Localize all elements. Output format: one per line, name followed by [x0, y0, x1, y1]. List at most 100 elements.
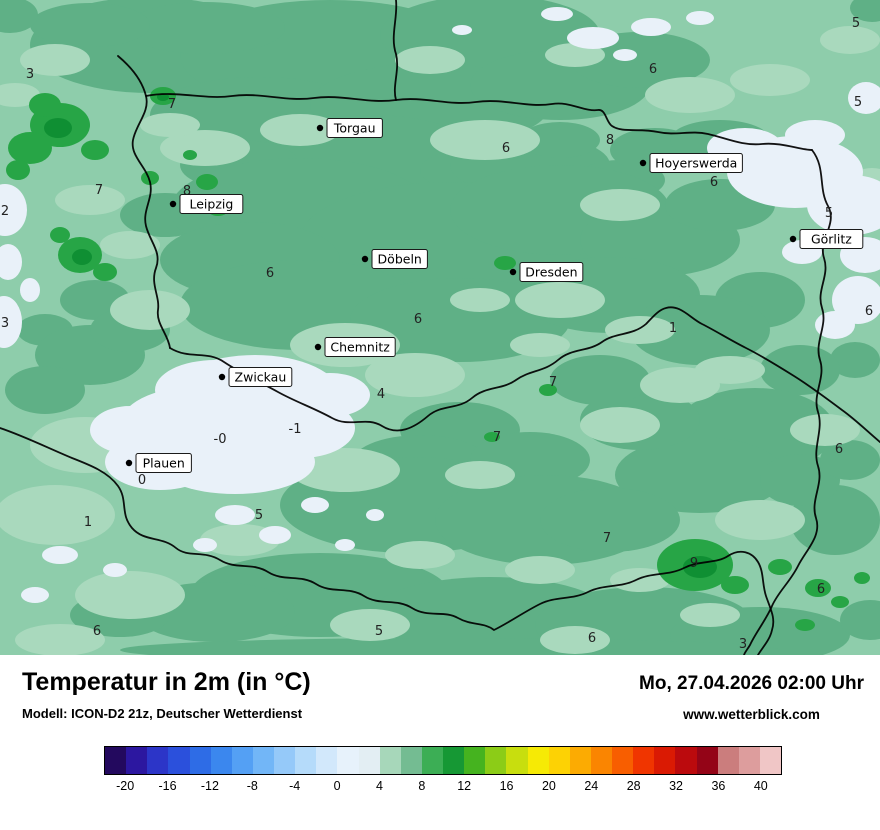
temp-value: 7 [603, 531, 611, 546]
temp-value: 5 [825, 206, 833, 221]
temp-value: 6 [865, 304, 873, 319]
temp-value: 6 [817, 582, 825, 597]
colorbar-segment [548, 747, 570, 774]
colorbar-tick: 0 [333, 779, 341, 793]
temp-value: 5 [854, 95, 862, 110]
colorbar-segment [506, 747, 528, 774]
city-label: Chemnitz [330, 340, 390, 355]
city-dot [361, 255, 369, 263]
temp-value: 6 [588, 631, 596, 646]
temp-value: 7 [168, 97, 176, 112]
colorbar-segment [337, 747, 359, 774]
colorbar-segment [717, 747, 739, 774]
city-marker-zwickau: Zwickau [218, 367, 293, 387]
city-dot [125, 459, 133, 467]
colorbar-segment [527, 747, 549, 774]
footer-left: Temperatur in 2m (in °C) Modell: ICON-D2… [22, 668, 311, 720]
city-markers-layer: Torgau Hoyerswerda Leipzig Görlitz Döbeln Dre… [125, 118, 864, 473]
footer-info-row: Temperatur in 2m (in °C) Modell: ICON-D2… [22, 668, 864, 722]
colorbar-segment [252, 747, 274, 774]
city-marker-görlitz: Görlitz [789, 229, 864, 249]
city-dot [169, 200, 177, 208]
map-footer: Temperatur in 2m (in °C) Modell: ICON-D2… [0, 655, 880, 830]
colorbar-tick: 4 [375, 779, 383, 793]
colorbar-segment [654, 747, 676, 774]
temperature-values-layer: 3 5 6 7 5 8 6 7 8 6 2 5 6 3 6 6 1 7 4 -1 -0 7 0 6 1 5 7 9 6 6 5 6 3 [1, 16, 873, 652]
city-label: Hoyerswerda [655, 156, 737, 171]
temp-value: 6 [835, 442, 843, 457]
temp-value: 1 [84, 515, 92, 530]
city-label: Zwickau [235, 370, 287, 385]
city-label-box [799, 229, 864, 249]
temp-value: 5 [852, 16, 860, 31]
temp-value: 3 [26, 67, 34, 82]
city-marker-plauen: Plauen [125, 453, 192, 473]
colorbar-segment [612, 747, 634, 774]
temp-value: -1 [289, 422, 302, 437]
temp-value: -0 [214, 432, 227, 447]
city-dot [314, 343, 322, 351]
temp-value: 4 [377, 387, 385, 402]
city-label-box [179, 194, 244, 214]
city-marker-dresden: Dresden [509, 262, 584, 282]
colorbar-segment [316, 747, 338, 774]
colorbar-segment [633, 747, 655, 774]
colorbar-tick: -8 [246, 779, 258, 793]
colorbar-segment [189, 747, 211, 774]
temp-value: 6 [93, 624, 101, 639]
city-label-box [371, 249, 428, 269]
colorbar-tick: 32 [669, 779, 684, 793]
temperature-shading-dark-layer [0, 0, 880, 655]
colorbar-gradient [104, 746, 782, 775]
colorbar-segment [358, 747, 380, 774]
temp-value: 3 [1, 316, 9, 331]
temp-value: 7 [549, 375, 557, 390]
colorbar-segment [400, 747, 422, 774]
weather-map: 3 5 6 7 5 8 6 7 8 6 2 5 6 3 6 6 1 7 4 -1 -0 7 0 6 1 5 7 9 6 6 5 6 3 Torg… [0, 0, 880, 655]
colorbar-segment [590, 747, 612, 774]
city-dot [218, 373, 226, 381]
temp-value: 8 [183, 184, 191, 199]
temp-value: 5 [255, 508, 263, 523]
colorbar-segment [210, 747, 232, 774]
city-dot [509, 268, 517, 276]
temp-value: 2 [1, 204, 9, 219]
temp-value: 6 [266, 266, 274, 281]
temp-value: 9 [690, 556, 698, 571]
colorbar-segment [421, 747, 443, 774]
city-label-box [228, 367, 293, 387]
temp-value: 6 [649, 62, 657, 77]
page-title: Temperatur in 2m (in °C) [22, 668, 311, 696]
temp-value: 6 [710, 175, 718, 190]
colorbar-tick: 36 [711, 779, 726, 793]
colorbar-tick: 20 [541, 779, 556, 793]
city-marker-döbeln: Döbeln [361, 249, 428, 269]
website-url: www.wetterblick.com [683, 707, 820, 722]
colorbar-tick-labels: -20 -16 -12 -8 -4 0 4 8 12 16 20 24 28 32 36 40 [104, 779, 782, 797]
city-label: Torgau [333, 121, 376, 136]
colorbar-tick: -4 [289, 779, 301, 793]
city-label-box [649, 153, 743, 173]
city-dot [789, 235, 797, 243]
city-label: Dresden [525, 265, 577, 280]
colorbar-segment [675, 747, 697, 774]
temp-value: 6 [502, 141, 510, 156]
border-north-stub [392, 0, 399, 101]
city-label-box [519, 262, 584, 282]
temperature-shading-light-layer [0, 26, 880, 655]
city-label-box [326, 118, 383, 138]
city-dot [316, 124, 324, 132]
colorbar-tick: -20 [116, 779, 135, 793]
city-label-box [324, 337, 396, 357]
temp-value: 7 [95, 183, 103, 198]
temp-value: 5 [375, 624, 383, 639]
colorbar-segment [759, 747, 781, 774]
colorbar-tick: 12 [457, 779, 472, 793]
colorbar-segment [126, 747, 148, 774]
temp-value: 1 [669, 321, 677, 336]
temp-value: 8 [606, 133, 614, 148]
colorbar-tick: 28 [626, 779, 641, 793]
colorbar-segment [569, 747, 591, 774]
colorbar-tick: -16 [158, 779, 177, 793]
